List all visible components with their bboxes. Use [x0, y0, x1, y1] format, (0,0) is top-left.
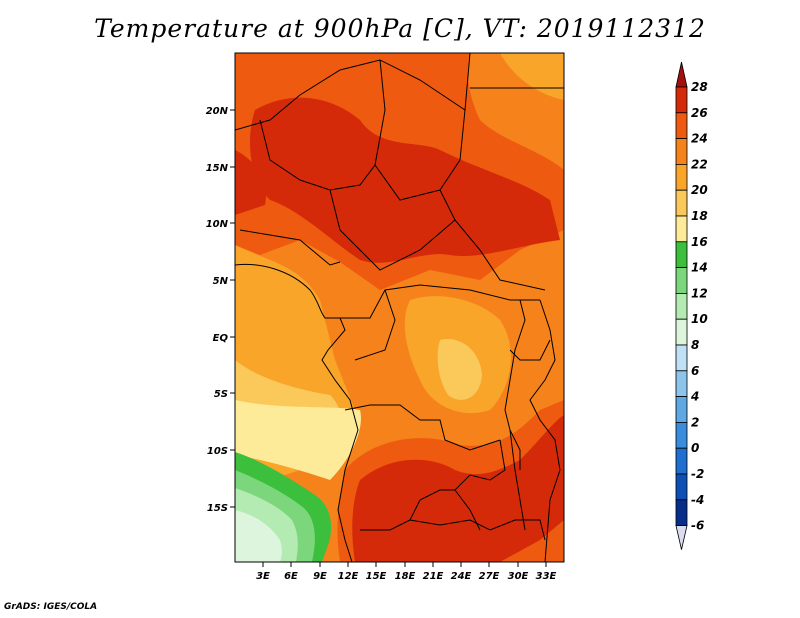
colorbar-label: 4	[690, 390, 699, 404]
lon-tick-label: 27E	[479, 571, 500, 582]
lon-axis: 3E 6E 9E 12E 15E 18E 21E 24E 27E 30E 33E	[256, 562, 557, 582]
colorbar-label: 20	[691, 183, 708, 197]
colorbar-swatch	[675, 267, 688, 294]
map-frame	[234, 52, 565, 563]
lon-tick-label: 33E	[536, 571, 557, 582]
colorbar-swatch	[675, 421, 688, 449]
colorbar-swatch	[675, 447, 688, 475]
lon-tick-label: 30E	[508, 571, 529, 582]
lon-tick-label: 6E	[284, 571, 298, 582]
map-title: Temperature at 900hPa [C], VT: 201911231…	[94, 14, 706, 43]
lat-tick-label: 20N	[206, 106, 229, 117]
lon-tick-label: 21E	[423, 571, 444, 582]
lat-tick-label: EQ	[213, 333, 229, 344]
colorbar-swatch	[675, 499, 688, 526]
colorbar-label: -6	[691, 519, 704, 533]
temperature-field	[235, 53, 564, 562]
colorbar-label: 2	[691, 415, 699, 429]
lat-tick-label: 15N	[206, 163, 229, 174]
colorbar-label: -2	[691, 467, 704, 481]
colorbar-swatch	[675, 292, 688, 320]
lat-tick-label: 5N	[213, 276, 229, 287]
lat-tick-label: 10N	[206, 219, 229, 230]
colorbar-label: 22	[691, 157, 708, 171]
colorbar-swatch	[675, 189, 688, 217]
colorbar-swatch	[675, 318, 688, 346]
colorbar-top-arrow	[675, 61, 688, 88]
colorbar-label: -4	[691, 493, 704, 507]
lat-tick-label: 5S	[214, 389, 228, 400]
lon-tick-label: 18E	[395, 571, 416, 582]
lat-axis: 20N 15N 10N 5N EQ 5S 10S 15S	[206, 106, 235, 514]
colorbar-swatch	[675, 86, 688, 114]
colorbar-label: 12	[691, 286, 708, 300]
colorbar-label: 24	[691, 132, 708, 146]
colorbar-label: 16	[691, 235, 708, 249]
map-borders	[235, 53, 564, 562]
colorbar-swatch	[675, 396, 688, 423]
colorbar-label: 6	[691, 364, 699, 378]
lat-tick-label: 10S	[207, 446, 228, 457]
colorbar-label: 14	[691, 261, 708, 275]
lon-tick-label: 12E	[338, 571, 359, 582]
lat-tick-label: 15S	[207, 503, 228, 514]
colorbar-label: 0	[691, 441, 699, 455]
colorbar-swatch	[675, 138, 688, 165]
colorbar-label: 28	[691, 80, 708, 94]
colorbar-swatch	[675, 241, 688, 269]
lon-tick-label: 9E	[313, 571, 327, 582]
colorbar-bottom-arrow	[675, 525, 688, 550]
colorbar-swatch	[675, 344, 688, 372]
colorbar-label: 26	[691, 106, 708, 120]
colorbar-swatch	[675, 163, 688, 191]
colorbar-label: 18	[691, 209, 708, 223]
lon-tick-label: 3E	[256, 571, 270, 582]
lon-tick-label: 15E	[366, 571, 387, 582]
colorbar-swatch	[675, 215, 688, 243]
colorbar-label: 8	[691, 338, 699, 352]
colorbar-swatch	[675, 112, 688, 140]
colorbar-swatch	[675, 370, 688, 397]
lon-tick-label: 24E	[451, 571, 472, 582]
colorbar-label: 10	[691, 312, 708, 326]
colorbar-swatch	[675, 473, 688, 501]
grads-credit: GrADS: IGES/COLA	[4, 602, 98, 612]
